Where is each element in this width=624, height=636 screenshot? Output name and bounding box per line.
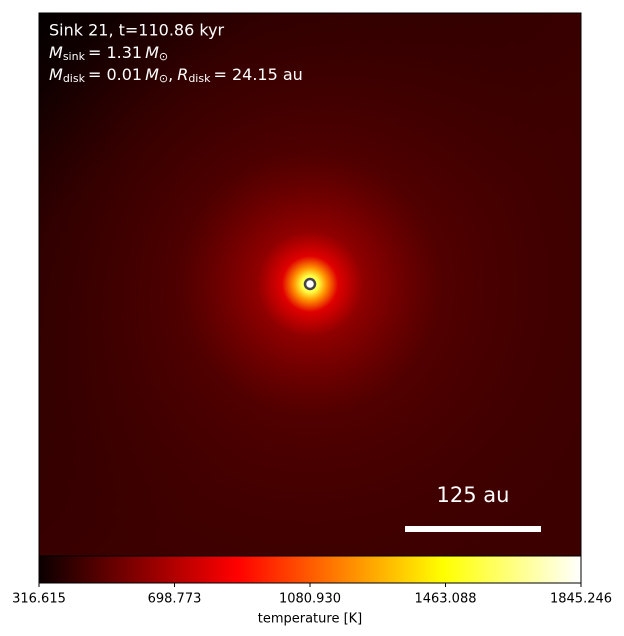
sink-marker [303, 277, 317, 291]
colorbar-tick-label: 1463.088 [414, 592, 476, 607]
scale-bar-label: 125 au [437, 483, 510, 507]
colorbar-tick-label: 1080.930 [279, 592, 341, 607]
annotation: Mdisk = 0.01 M⊙, Rdisk = 24.15 au [49, 65, 303, 86]
colorbar-label: temperature [K] [258, 612, 363, 627]
colorbar [38, 555, 582, 584]
colorbar-tick-label: 698.773 [148, 592, 202, 607]
annotation: Msink = 1.31 M⊙ [49, 43, 168, 64]
colorbar-tick-label: 316.615 [12, 592, 66, 607]
colorbar-tick-label: 1845.246 [550, 592, 612, 607]
annotation: Sink 21, t=110.86 kyr [49, 21, 225, 40]
scale-bar [405, 526, 541, 532]
